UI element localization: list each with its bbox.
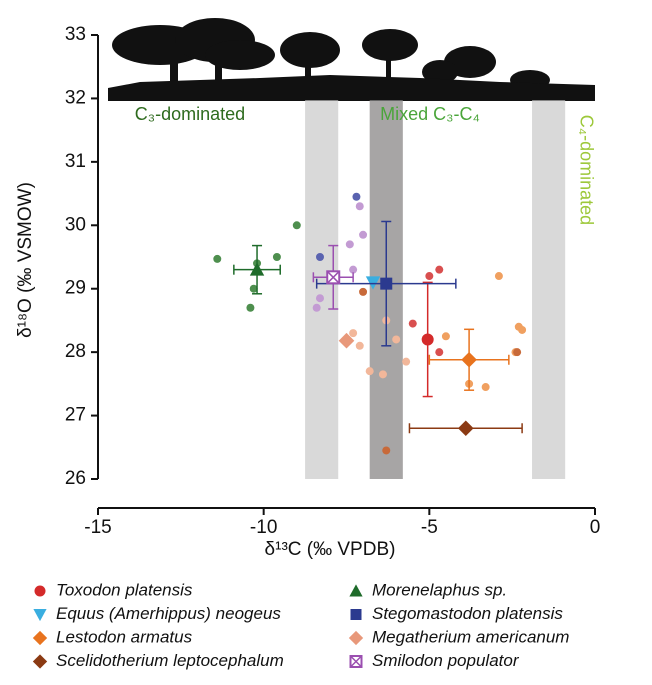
legend-item: Equus (Amerhippus) neogeus xyxy=(33,604,281,623)
point xyxy=(392,335,401,344)
point xyxy=(349,265,358,274)
marker xyxy=(461,351,477,368)
point xyxy=(435,348,444,357)
legend-label: Megatherium americanum xyxy=(372,627,569,646)
marker xyxy=(32,630,48,646)
x-tick-label: 0 xyxy=(590,517,601,538)
marker xyxy=(380,277,393,290)
marker xyxy=(34,585,46,597)
legend-label: Stegomastodon platensis xyxy=(372,604,563,623)
marker xyxy=(349,655,363,668)
point xyxy=(249,284,258,293)
marker xyxy=(349,584,363,597)
marker xyxy=(326,270,341,285)
marker xyxy=(338,332,355,349)
legend-label: Smilodon populator xyxy=(372,651,520,670)
legend-item: Smilodon populator xyxy=(349,651,520,670)
y-tick-label: 27 xyxy=(65,405,86,426)
x-tick-label: -5 xyxy=(421,517,438,538)
point xyxy=(513,348,522,357)
point xyxy=(352,192,361,201)
marker xyxy=(350,609,362,620)
point xyxy=(494,272,503,281)
marker xyxy=(32,654,48,669)
y-tick-label: 33 xyxy=(65,24,86,45)
point xyxy=(345,240,354,249)
y-tick-label: 31 xyxy=(65,151,86,172)
x-tick-label: -10 xyxy=(250,517,277,538)
legend-label: Scelidotherium leptocephalum xyxy=(56,651,284,670)
x-axis-label: δ¹³C (‰ VPDB) xyxy=(265,539,396,560)
point xyxy=(355,202,364,211)
point xyxy=(402,357,411,366)
point xyxy=(312,303,321,312)
y-tick-label: 32 xyxy=(65,87,86,108)
legend-label: Morenelaphus sp. xyxy=(372,580,507,599)
point xyxy=(355,341,364,350)
legend-label: Equus (Amerhippus) neogeus xyxy=(56,604,281,623)
marker xyxy=(249,262,265,276)
marker xyxy=(457,420,474,437)
marker-cross xyxy=(349,655,363,668)
tree-silhouette xyxy=(108,18,595,100)
point xyxy=(349,329,358,338)
legend-item: Morenelaphus sp. xyxy=(349,580,507,599)
legend-item: Scelidotherium leptocephalum xyxy=(32,651,284,670)
marker xyxy=(421,333,434,346)
point xyxy=(246,303,255,312)
y-tick-label: 28 xyxy=(65,341,86,362)
y-tick-label: 29 xyxy=(65,278,86,299)
point xyxy=(365,367,374,376)
y-axis-label: δ¹⁸O (‰ VSMOW) xyxy=(15,182,36,338)
legend-label: Toxodon platensis xyxy=(56,580,193,599)
point xyxy=(292,221,301,230)
point xyxy=(441,332,450,341)
x-tick-label: -15 xyxy=(84,517,111,538)
point xyxy=(359,230,368,239)
zone-label: C₄-dominated xyxy=(576,115,596,225)
point xyxy=(435,265,444,274)
point xyxy=(481,383,490,392)
y-tick-label: 30 xyxy=(65,214,86,235)
marker xyxy=(33,609,47,622)
point xyxy=(315,294,324,303)
point xyxy=(408,319,417,328)
legend-item: Toxodon platensis xyxy=(34,580,193,599)
point xyxy=(315,253,324,261)
point xyxy=(378,370,387,379)
marker xyxy=(348,630,364,646)
legend-item: Lestodon armatus xyxy=(32,627,193,646)
point xyxy=(213,254,222,263)
point xyxy=(272,253,281,261)
point xyxy=(382,446,391,455)
legend-label: Lestodon armatus xyxy=(56,627,193,646)
point xyxy=(518,325,527,334)
zone-band xyxy=(532,100,566,479)
legend-item: Megatherium americanum xyxy=(348,627,569,646)
marker-cross xyxy=(326,270,340,284)
zone-label: C₃-dominated xyxy=(135,104,245,124)
zone-label: Mixed C₃-C₄ xyxy=(380,104,480,124)
point xyxy=(425,272,434,281)
y-tick-label: 26 xyxy=(65,468,86,489)
legend-item: Stegomastodon platensis xyxy=(350,604,563,623)
point xyxy=(359,287,368,296)
